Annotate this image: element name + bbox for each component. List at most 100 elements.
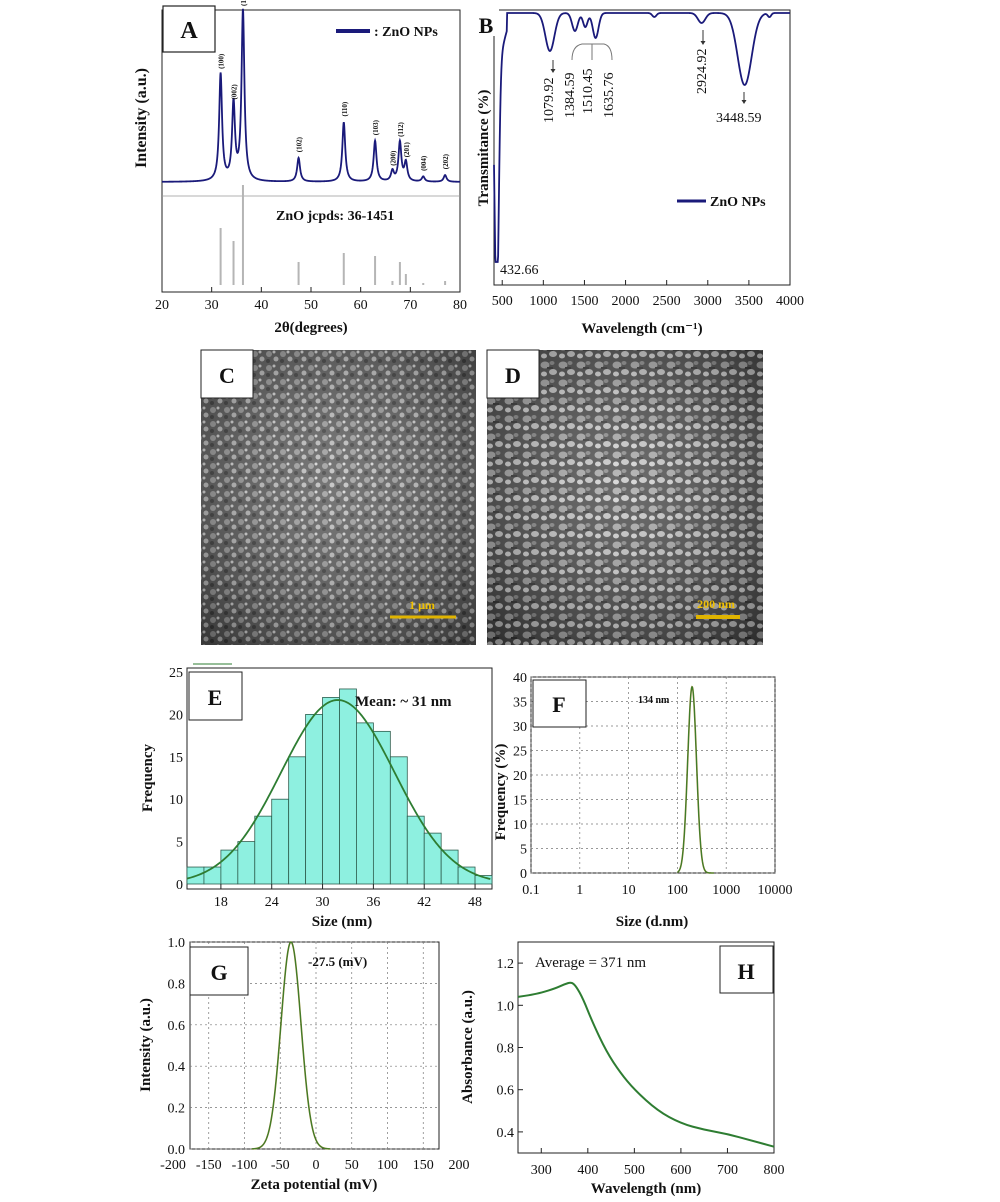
xrd-x-ticks: 20 30 40 50 60 70 80 (155, 287, 467, 313)
ftir-x-tick-label: 2000 (612, 294, 640, 309)
xrd-peak-label: (201) (403, 141, 411, 157)
panel-a-label-box (162, 5, 216, 53)
dls-y-tick-label: 35 (513, 696, 527, 711)
xrd-x-tick-label: 20 (155, 298, 169, 313)
dls-x-tick-label: 0.1 (522, 883, 540, 898)
uv-y-tick-label: 0.4 (497, 1126, 515, 1141)
histogram-x-tick-label: 48 (468, 895, 482, 910)
panel-h-label: H (737, 959, 754, 984)
xrd-legend-label: : ZnO NPs (374, 25, 438, 40)
uv-y-tick-label: 1.0 (497, 999, 515, 1014)
histogram-bar (406, 815, 425, 885)
zeta-x-tick-label: 200 (449, 1158, 470, 1173)
zeta-y-tick-label: 0.8 (168, 977, 186, 992)
panel-e-label-box (188, 671, 243, 721)
scale-label-d: 200 nm (697, 597, 735, 611)
sem-image-c: C 1 μm (200, 349, 476, 645)
panel-b-label: B (479, 13, 494, 38)
histogram-y-tick-label: 0 (176, 878, 183, 893)
histogram-bar (322, 697, 340, 885)
histogram-x-tick-label: 42 (417, 895, 431, 910)
histogram-bar (288, 756, 307, 885)
uv-axis-ticks: 300 400 500 600 700 800 0.4 0.6 0.8 1.0 1.2 (497, 957, 785, 1178)
dls-y-tick-label: 15 (513, 794, 527, 809)
histogram-bar (440, 849, 459, 885)
ftir-x-axis-label: Wavelength (cm⁻¹) (581, 321, 702, 337)
dls-y-tick-label: 25 (513, 745, 527, 760)
zeta-plot-frame (189, 941, 440, 1150)
panel-h-label-box (719, 945, 774, 994)
zeta-x-axis-label: Zeta potential (mV) (251, 1177, 378, 1193)
xrd-x-tick-label: 80 (453, 298, 467, 313)
zeta-y-tick-label: 0.4 (168, 1060, 186, 1075)
panel-d-label-box (486, 349, 540, 399)
panel-a-label: A (180, 18, 198, 44)
xrd-x-axis-label: 2θ(degrees) (274, 320, 347, 336)
dls-x-tick-label: 1 (576, 883, 583, 898)
uv-x-tick-label: 700 (717, 1163, 738, 1178)
dls-distribution-line (676, 685, 714, 874)
uv-x-tick-label: 300 (531, 1163, 552, 1178)
zeta-y-axis-label: Intensity (a.u.) (138, 998, 154, 1092)
dls-peak-annotation: 134 nm (638, 695, 670, 706)
xrd-peak-label: (004) (420, 155, 428, 171)
histogram-x-tick-label: 24 (265, 895, 279, 910)
panel-f-label: F (552, 692, 565, 717)
histogram-bar (389, 756, 408, 885)
xrd-peak-label: (002) (231, 84, 239, 100)
ftir-x-tick-label: 2500 (653, 294, 681, 309)
panel-c-label-box (200, 349, 254, 399)
histogram-bars (186, 688, 493, 885)
ftir-panel: 432.66 1079.92 1384.59 1510.45 1635.76 2924.9… (473, 6, 804, 337)
panel-g-label: G (210, 960, 227, 985)
dls-x-tick-label: 1000 (712, 883, 740, 898)
panel-d-label: D (505, 363, 521, 388)
histogram-bar (356, 722, 374, 885)
gaussian-fit-line (186, 699, 491, 880)
ftir-x-tick-label: 3500 (735, 294, 763, 309)
histogram-x-tick-label: 30 (316, 895, 330, 910)
zeta-peak-annotation: -27.5 (mV) (308, 954, 367, 969)
dls-y-tick-label: 5 (520, 843, 527, 858)
ftir-band-label: 1079.92 (542, 78, 557, 124)
xrd-peak-label: (100) (218, 53, 226, 69)
zeta-x-tick-label: -100 (232, 1158, 258, 1173)
xrd-peak-labels: (100) (002) (101) (102) (110) (103) (200) (112)… (218, 0, 450, 171)
xrd-panel: (100) (002) (101) (102) (110) (103) (200) (112)… (133, 0, 467, 336)
dls-x-tick-label: 10000 (758, 883, 793, 898)
panel-f-label-box (532, 679, 587, 728)
panel-g-label-box (189, 946, 249, 996)
histogram-bar (339, 688, 357, 885)
xrd-pattern-line (161, 8, 460, 183)
xrd-x-tick-label: 40 (254, 298, 268, 313)
uv-x-axis-label: Wavelength (nm) (591, 1181, 701, 1197)
xrd-x-tick-label: 60 (354, 298, 368, 313)
uv-y-tick-label: 0.8 (497, 1042, 515, 1057)
histogram-bar (372, 730, 391, 885)
size-histogram-panel: 18 24 30 36 42 48 0 5 10 15 20 25 E Mean: ~ 31 nm S… (140, 663, 493, 930)
zeta-x-tick-label: 50 (345, 1158, 359, 1173)
dls-y-tick-label: 20 (513, 769, 527, 784)
histogram-y-tick-label: 25 (169, 666, 183, 681)
ftir-band-label: 3448.59 (716, 111, 762, 126)
histogram-y-tick-label: 20 (169, 708, 183, 723)
uv-y-axis-label: Absorbance (a.u.) (460, 990, 476, 1104)
zeta-x-tick-label: -50 (271, 1158, 290, 1173)
histogram-bar (305, 714, 323, 885)
uv-average-annotation: Average = 371 nm (535, 955, 646, 971)
zeta-x-tick-label: 100 (377, 1158, 398, 1173)
histogram-y-tick-label: 10 (169, 793, 183, 808)
zeta-potential-panel: -200 -150 -100 -50 0 50 100 150 200 0.0 0.2 0.4 0.6 0… (138, 936, 470, 1193)
xrd-reference-sticks (219, 185, 447, 285)
histogram-y-tick-label: 5 (176, 836, 183, 851)
histogram-x-axis-label: Size (nm) (312, 914, 372, 930)
xrd-peak-label: (200) (389, 150, 397, 166)
xrd-x-tick-label: 30 (205, 298, 219, 313)
dls-y-tick-label: 30 (513, 720, 527, 735)
zeta-y-tick-label: 1.0 (168, 936, 186, 951)
histogram-mean-annotation: Mean: ~ 31 nm (355, 694, 452, 710)
dls-y-tick-label: 10 (513, 818, 527, 833)
ftir-spectrum-line (493, 12, 790, 263)
ftir-legend-label: ZnO NPs (710, 195, 766, 210)
